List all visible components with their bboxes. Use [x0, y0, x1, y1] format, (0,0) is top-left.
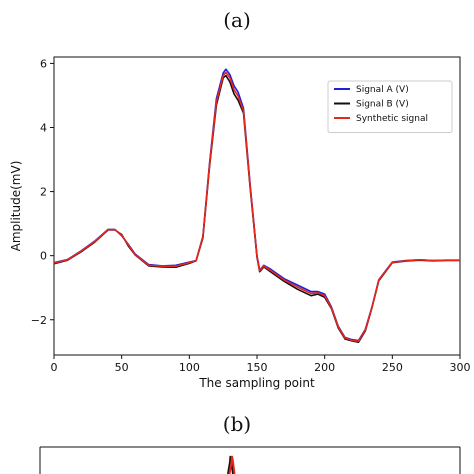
y-tick-label: 0 — [40, 250, 47, 263]
legend-label: Signal A (V) — [356, 85, 409, 95]
legend: Signal A (V) Signal B (V) Synthetic signal — [327, 80, 453, 133]
series-b-line-2 — [228, 455, 236, 474]
x-tick-label: 0 — [51, 361, 58, 374]
y-tick-label: 2 — [40, 186, 47, 199]
x-tick-label: 50 — [115, 361, 129, 374]
x-tick-label: 150 — [247, 361, 268, 374]
legend-label: Signal B (V) — [356, 100, 409, 110]
x-tick-label: 100 — [179, 361, 200, 374]
series-group-b — [227, 455, 236, 474]
y-axis-label: Amplitude(mV) — [9, 161, 23, 252]
x-tick-label: 250 — [382, 361, 403, 374]
legend-box — [327, 80, 453, 133]
x-tick-label: 200 — [314, 361, 335, 374]
plot-frame-b — [39, 446, 461, 474]
y-tick-label: −2 — [31, 314, 47, 327]
series-group — [53, 68, 460, 343]
panel-a-label: (a) — [223, 8, 251, 32]
axis-ticks: 0 50 100 150 200 250 300 −2 0 2 4 6 — [31, 57, 471, 374]
panel-b-label: (b) — [222, 412, 252, 436]
x-tick-label: 300 — [450, 361, 471, 374]
y-tick-label: 6 — [40, 57, 47, 70]
y-tick-label: 4 — [40, 121, 47, 134]
x-axis-label: The sampling point — [198, 376, 315, 390]
series-line-3 — [53, 71, 460, 342]
legend-label: Synthetic signal — [356, 114, 428, 124]
series-b-line-1 — [227, 455, 234, 474]
